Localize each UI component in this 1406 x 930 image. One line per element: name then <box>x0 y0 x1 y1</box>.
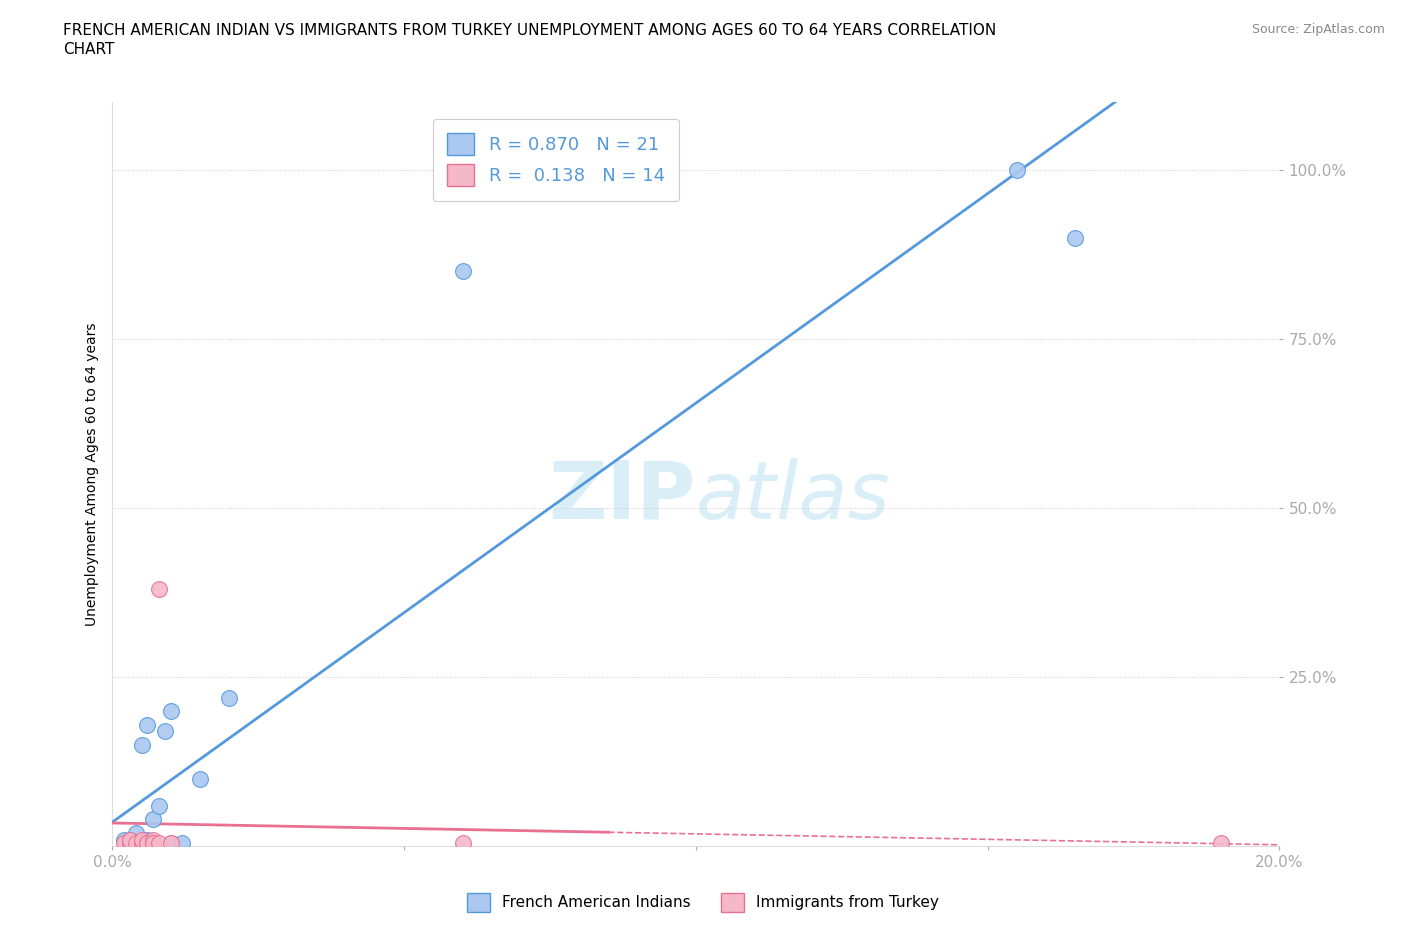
Point <box>136 835 159 850</box>
Point <box>218 690 240 705</box>
Point <box>172 835 194 850</box>
Point <box>118 832 141 847</box>
Y-axis label: Unemployment Among Ages 60 to 64 years: Unemployment Among Ages 60 to 64 years <box>84 323 98 626</box>
Point <box>125 825 148 840</box>
Point <box>136 717 159 732</box>
Point <box>188 771 211 786</box>
Point <box>118 832 141 847</box>
Point <box>142 835 165 850</box>
Point <box>148 582 170 597</box>
Point <box>131 835 153 850</box>
Text: CHART: CHART <box>63 42 115 57</box>
Point <box>125 835 148 850</box>
Text: FRENCH AMERICAN INDIAN VS IMMIGRANTS FROM TURKEY UNEMPLOYMENT AMONG AGES 60 TO 6: FRENCH AMERICAN INDIAN VS IMMIGRANTS FRO… <box>63 23 997 38</box>
Point <box>142 812 165 827</box>
Point <box>118 835 141 850</box>
Point <box>131 737 153 752</box>
Point <box>160 835 183 850</box>
Text: ZIP: ZIP <box>548 458 696 536</box>
Point <box>142 835 165 850</box>
Point <box>1209 835 1232 850</box>
Text: Source: ZipAtlas.com: Source: ZipAtlas.com <box>1251 23 1385 36</box>
Point <box>112 835 135 850</box>
Point <box>153 724 176 738</box>
Point <box>148 835 170 850</box>
Point <box>136 835 159 850</box>
Point <box>131 832 153 847</box>
Point <box>160 835 183 850</box>
Point <box>1064 230 1087 245</box>
Legend: R = 0.870   N = 21, R =  0.138   N = 14: R = 0.870 N = 21, R = 0.138 N = 14 <box>433 119 679 201</box>
Point <box>1005 163 1028 178</box>
Legend: French American Indians, Immigrants from Turkey: French American Indians, Immigrants from… <box>461 887 945 918</box>
Point <box>142 832 165 847</box>
Point <box>136 832 159 847</box>
Text: atlas: atlas <box>696 458 891 536</box>
Point <box>112 832 135 847</box>
Point <box>125 835 148 850</box>
Point <box>118 835 141 850</box>
Point <box>148 798 170 813</box>
Point <box>451 264 474 279</box>
Point <box>131 835 153 850</box>
Point <box>451 835 474 850</box>
Point <box>160 704 183 719</box>
